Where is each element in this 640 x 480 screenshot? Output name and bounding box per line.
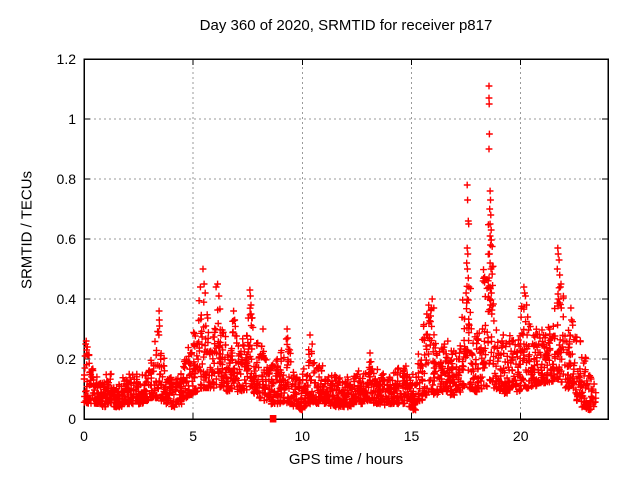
chart-title: Day 360 of 2020, SRMTID for receiver p81… bbox=[199, 17, 493, 34]
svg-text:0.6: 0.6 bbox=[57, 231, 77, 247]
svg-text:1.2: 1.2 bbox=[57, 51, 77, 67]
svg-text:15: 15 bbox=[404, 428, 420, 444]
zero-value-marker bbox=[269, 415, 277, 423]
svg-text:10: 10 bbox=[295, 428, 311, 444]
svg-text:0.8: 0.8 bbox=[57, 171, 77, 187]
svg-text:5: 5 bbox=[189, 428, 197, 444]
data-points bbox=[80, 82, 600, 414]
y-axis-label: SRMTID / TECUs bbox=[18, 170, 36, 290]
svg-text:0.4: 0.4 bbox=[57, 291, 77, 307]
svg-text:0: 0 bbox=[68, 411, 76, 427]
svg-text:0.2: 0.2 bbox=[57, 351, 77, 367]
svg-text:20: 20 bbox=[513, 428, 529, 444]
axis-ticks bbox=[83, 58, 608, 420]
x-axis-label: GPS time / hours bbox=[288, 451, 404, 468]
tick-labels: 0 5 10 15 20 0 0.2 0.4 0.6 0.8 1 1.2 bbox=[57, 51, 529, 444]
svg-text:1: 1 bbox=[68, 111, 76, 127]
svg-text:0: 0 bbox=[80, 428, 88, 444]
